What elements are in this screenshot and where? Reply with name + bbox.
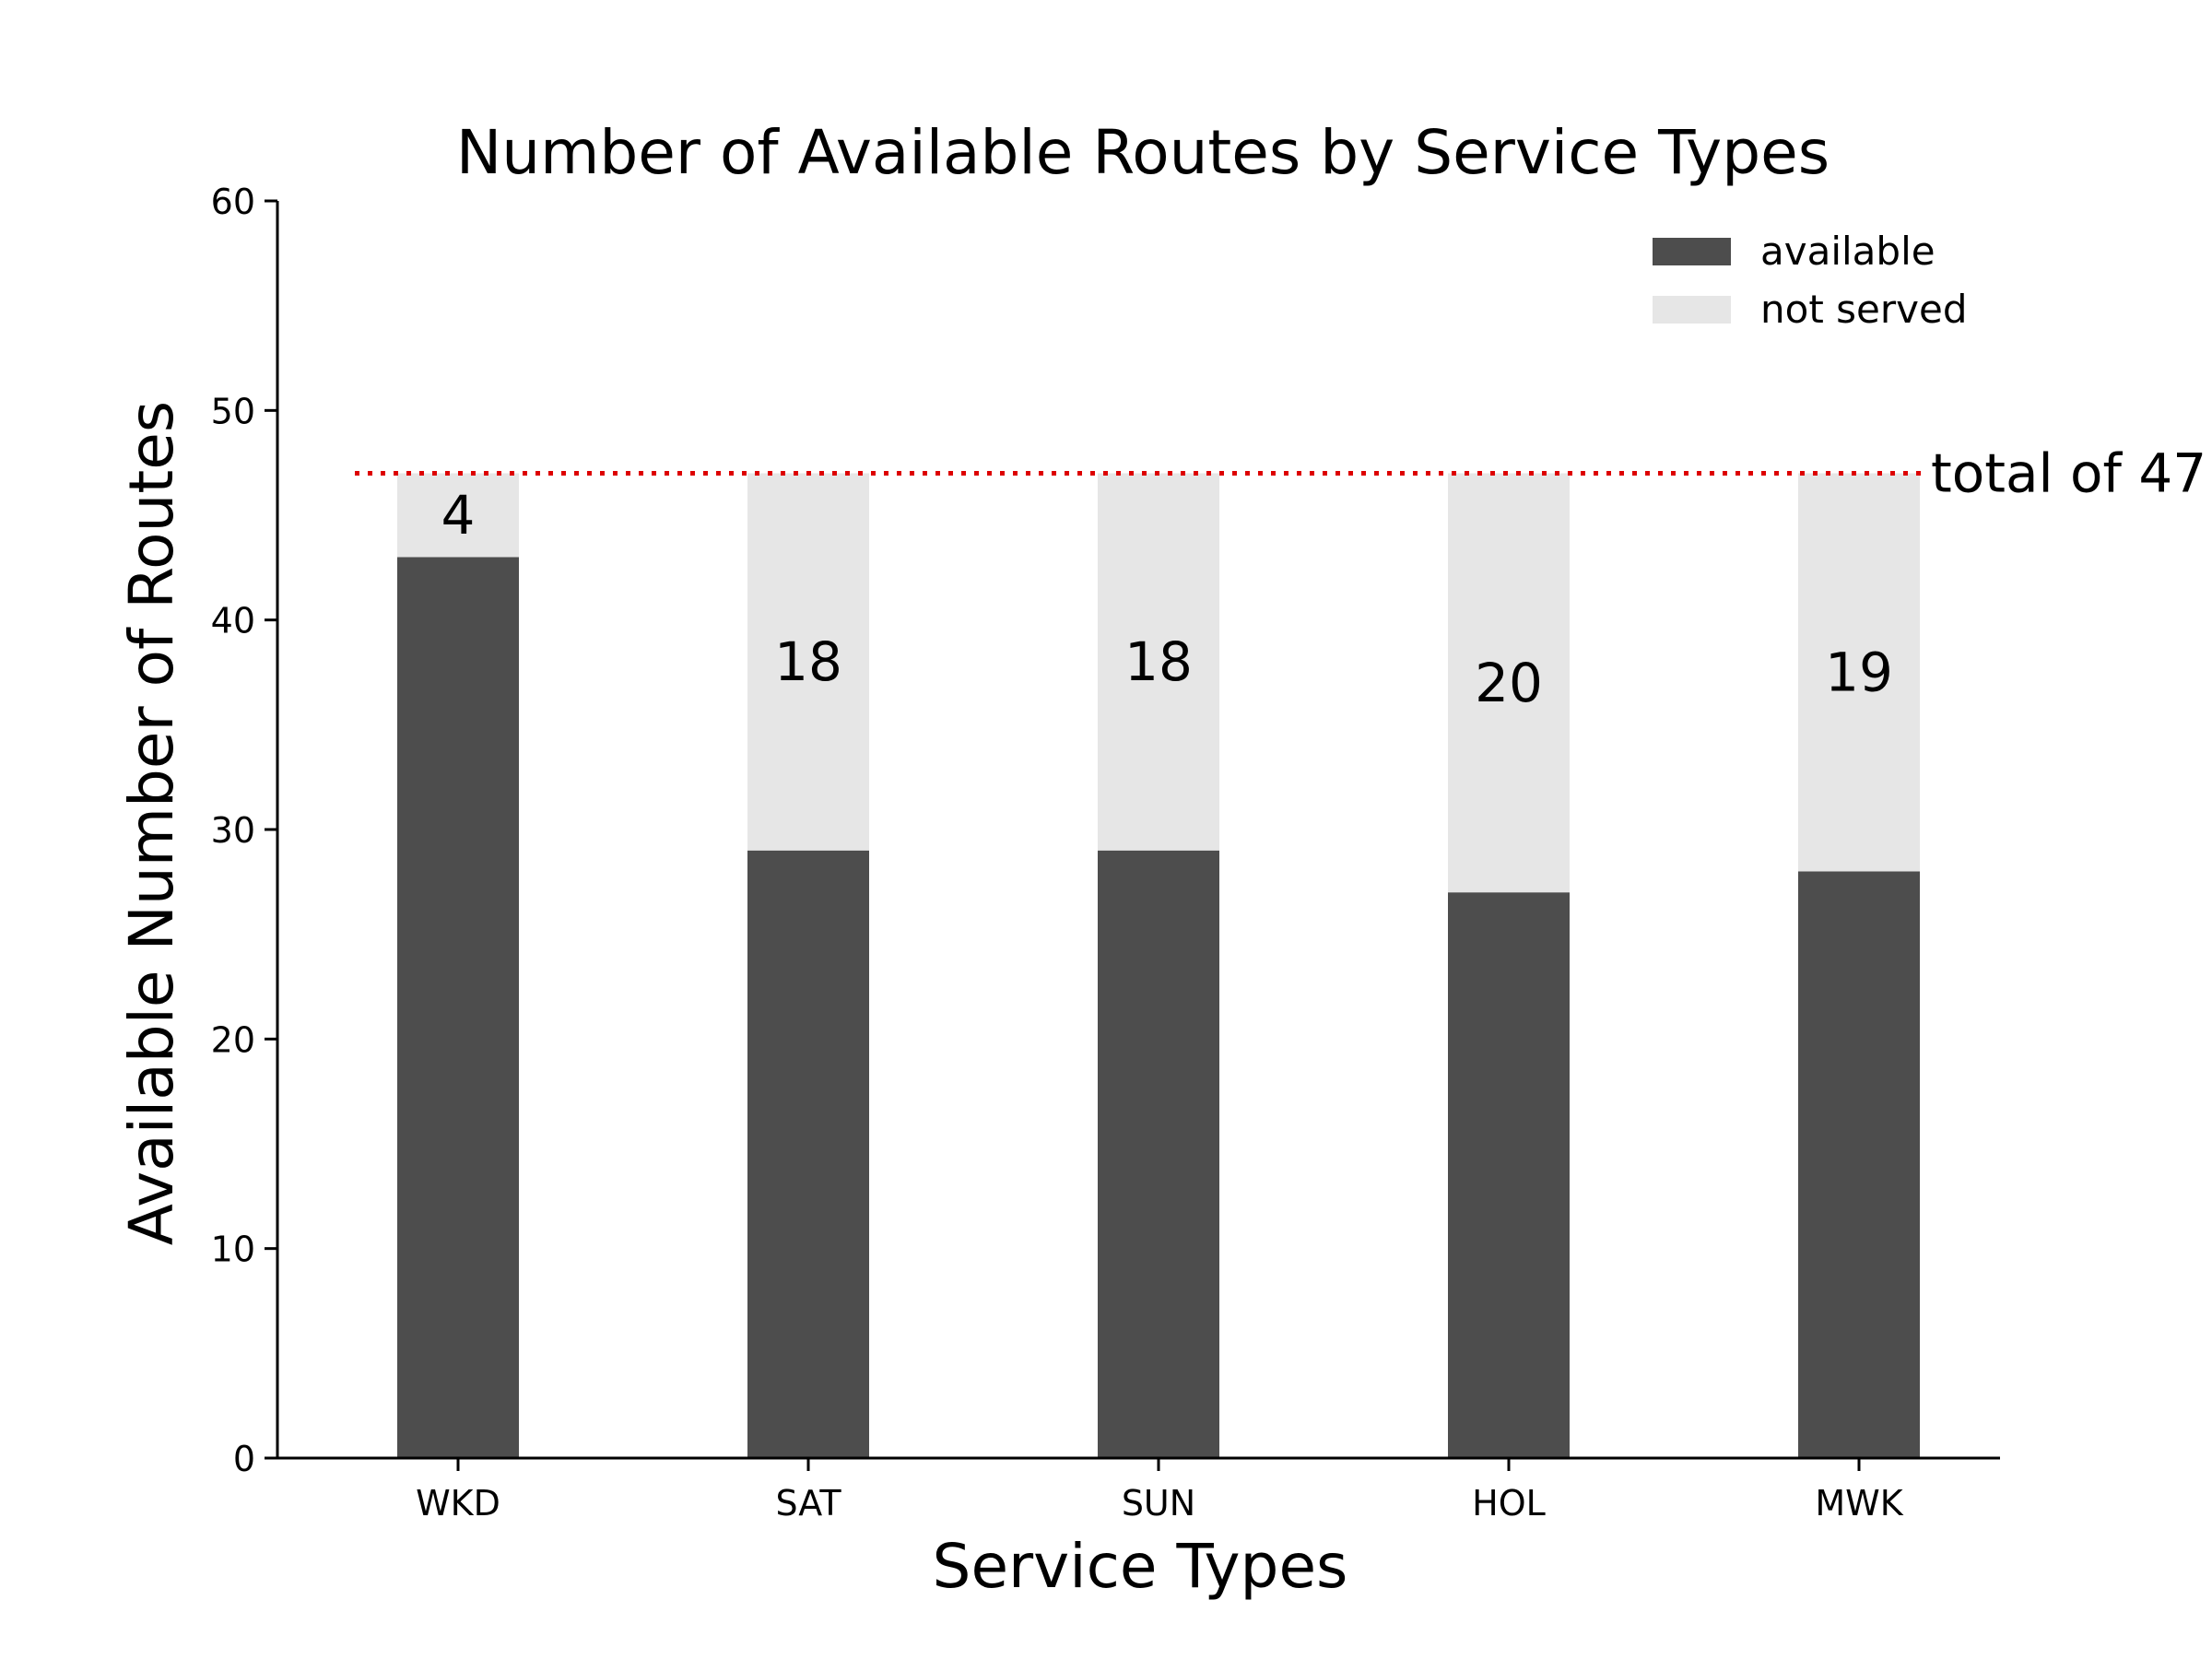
bar-not-served-hol (1448, 473, 1570, 893)
legend: available not served (1653, 229, 1967, 332)
y-tick-label-40: 40 (211, 601, 255, 641)
y-tick-label-50: 50 (211, 391, 255, 431)
y-tick-label-0: 0 (233, 1439, 255, 1479)
plot-area: 4 18 18 20 19 total of 47 0 10 20 30 40 50 60 WKD S… (211, 182, 2207, 1524)
bar-available-sun (1098, 850, 1219, 1458)
y-axis-label: Available Number of Routes (116, 401, 187, 1245)
chart-title: Number of Available Routes by Service Ty… (456, 117, 1830, 188)
legend-label-not-served: not served (1760, 287, 1967, 332)
y-tick-label-60: 60 (211, 182, 255, 222)
y-tick-label-10: 10 (211, 1230, 255, 1270)
bar-label-mwk: 19 (1825, 641, 1893, 704)
bar-not-served-wkd (397, 473, 519, 558)
y-tick-label-20: 20 (211, 1019, 255, 1060)
bar-available-hol (1448, 892, 1570, 1458)
bar-label-sun: 18 (1124, 630, 1193, 693)
x-axis-label: Service Types (933, 1531, 1348, 1602)
bar-label-hol: 20 (1475, 652, 1543, 714)
legend-swatch-available (1653, 238, 1731, 265)
bar-not-served-sun (1098, 473, 1219, 851)
legend-label-available: available (1760, 229, 1936, 274)
x-ticks-group: WKD SAT SUN HOL MWK (416, 1458, 1904, 1524)
x-tick-label-sat: SAT (775, 1483, 841, 1524)
x-tick-label-mwk: MWK (1815, 1483, 1903, 1524)
y-tick-label-30: 30 (211, 810, 255, 851)
bar-available-mwk (1798, 871, 1920, 1458)
bar-label-sat: 18 (774, 630, 842, 693)
bar-available-sat (747, 850, 869, 1458)
bar-label-wkd: 4 (441, 484, 476, 547)
x-tick-label-sun: SUN (1122, 1483, 1195, 1524)
bar-not-served-sat (747, 473, 869, 851)
reference-line-label: total of 47 (1931, 442, 2206, 505)
bar-not-served-mwk (1798, 473, 1920, 872)
x-tick-label-wkd: WKD (416, 1483, 500, 1524)
x-tick-label-hol: HOL (1472, 1483, 1546, 1524)
y-ticks-group: 0 10 20 30 40 50 60 (211, 182, 277, 1479)
bars-group (397, 473, 1920, 1458)
bar-labels-group: 4 18 18 20 19 (441, 484, 1893, 714)
legend-swatch-not-served (1653, 296, 1731, 324)
bar-available-wkd (397, 557, 519, 1458)
